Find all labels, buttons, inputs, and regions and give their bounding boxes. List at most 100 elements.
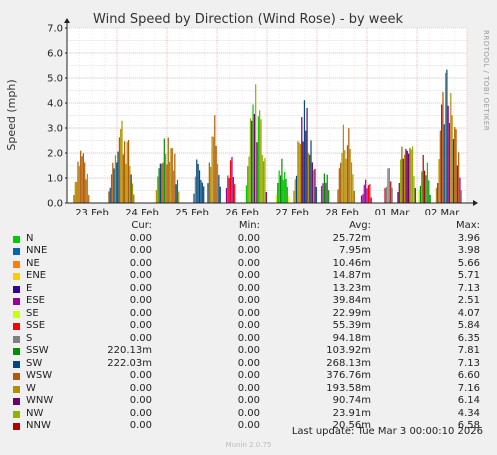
data-bar [412,146,414,203]
data-bar [369,184,371,203]
y-tick-label: 6.0 [47,49,63,60]
value-avg: 55.39m [332,320,371,331]
data-bar [297,140,299,203]
data-bar [218,174,220,203]
data-bar [401,146,403,203]
data-bar [130,174,132,203]
y-tick-label: 3.0 [47,124,63,135]
data-bar [313,170,315,203]
data-bar [299,144,302,203]
data-bar [285,178,287,203]
data-bar [410,149,412,203]
value-max: 5.84 [457,320,480,331]
data-bar [360,195,363,203]
data-bar [282,179,284,203]
header-avg: Avg: [349,220,371,231]
data-bar [211,136,213,203]
value-avg: 22.99m [332,307,371,319]
data-bar [352,174,354,203]
value-min: 0.00 [237,307,260,319]
data-bar [110,174,113,203]
legend-row: NW 0.00 0.00 23.91m 4.34 [0,408,497,421]
data-bar [208,162,210,203]
data-bar [303,100,306,203]
data-bar [163,138,165,203]
data-bar [437,183,439,203]
data-bar [342,124,344,203]
data-bar [341,152,343,203]
series-name: NNW [26,420,51,431]
data-bar [405,148,407,203]
value-max: 7.13 [457,282,480,294]
value-max: 7.81 [457,345,480,356]
data-bar [201,182,203,203]
data-bar [309,154,311,203]
data-bar [413,176,415,203]
value-avg: 39.84m [332,295,371,306]
data-bar [257,116,259,203]
data-bar [425,175,427,203]
data-bar [159,163,161,203]
header-min: Min: [238,220,260,231]
x-axis-arrow [473,200,478,206]
data-bar [249,118,251,203]
value-cur: 0.00 [129,407,152,419]
value-max: 4.34 [457,407,480,419]
series-name: W [26,382,36,394]
legend-row: E 0.00 0.00 13.23m 7.13 [0,283,497,296]
data-bar [275,194,278,203]
y-axis-label: Speed (mph) [5,79,18,150]
data-bar [109,187,111,203]
value-cur: 220.13m [107,345,152,356]
data-bar [74,182,76,203]
data-bar [77,161,79,203]
value-max: 4.07 [457,307,480,319]
data-bar [384,188,386,203]
data-bar [127,139,130,203]
data-bar [350,162,353,203]
data-bar [170,148,172,203]
chart-title: Wind Speed by Direction (Wind Rose) - by… [93,12,403,27]
data-bar [215,145,217,203]
legend-row: NNE 0.00 0.00 7.95m 3.98 [0,245,497,258]
data-bar [118,137,120,203]
series-areas [73,69,462,204]
value-max: 6.60 [457,370,480,381]
value-max: 6.35 [457,332,480,344]
data-bar [447,105,449,203]
data-bar [398,182,400,203]
legend-row: NNW 0.00 0.00 20.56m 6.58 [0,420,497,433]
data-bar [133,194,135,203]
series-name: ENE [26,270,47,281]
series-name: NW [26,407,44,419]
value-cur: 0.00 [129,232,152,244]
data-bar [252,104,254,203]
data-bar [210,166,212,203]
data-bar [122,154,124,203]
value-cur: 0.00 [129,307,152,319]
data-bar [450,92,452,203]
data-bar [444,72,447,203]
data-bar [200,179,202,203]
data-bar [178,191,180,203]
data-bar [245,185,248,203]
value-min: 0.00 [237,257,260,269]
data-bar [117,151,119,203]
data-bar [306,107,308,203]
value-min: 0.00 [237,245,260,256]
value-avg: 94.18m [332,332,371,344]
data-bar [408,153,410,203]
data-bar [459,177,461,203]
x-tick-label: 27 Feb [275,208,309,215]
legend-row: SW 222.03m 0.00 268.13m 7.13 [0,358,497,371]
data-bar [338,168,340,203]
data-bar [113,168,115,203]
legend-row: S 0.00 0.00 94.18m 6.35 [0,333,497,346]
y-tick-label: 2.0 [47,149,63,160]
data-bar [176,179,179,203]
value-avg: 103.92m [326,345,371,356]
data-bar [114,155,117,203]
value-cur: 0.00 [129,257,152,269]
data-bar [325,182,327,203]
value-cur: 0.00 [129,320,152,331]
